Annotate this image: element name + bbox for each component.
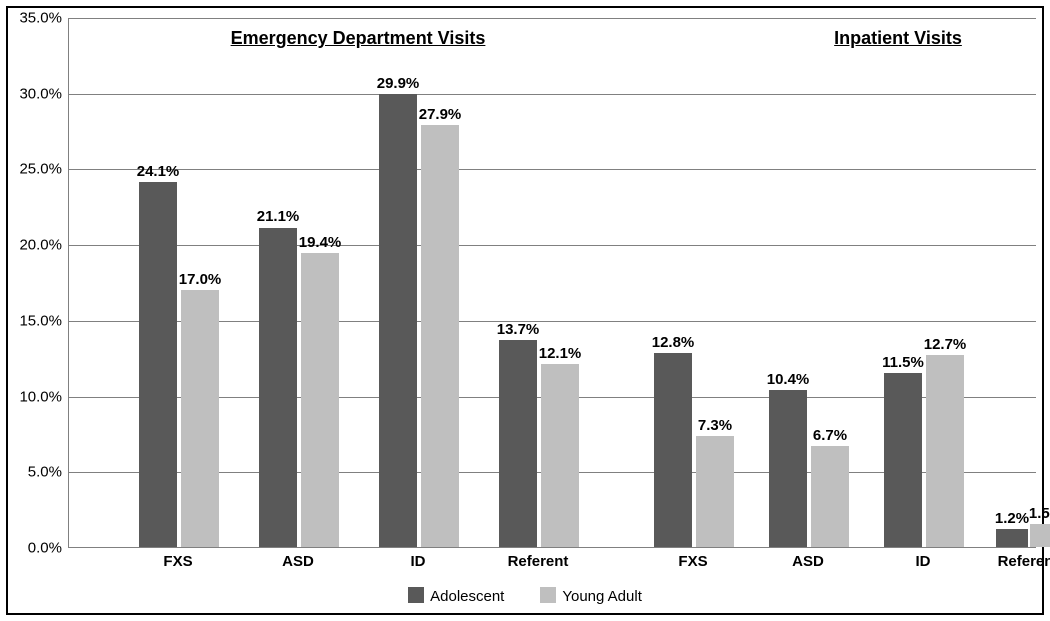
- section-title: Inpatient Visits: [834, 28, 962, 49]
- legend-item: Adolescent: [408, 587, 504, 605]
- y-tick-label: 10.0%: [7, 388, 62, 405]
- bar-adolescent: [884, 373, 922, 547]
- bar-young-adult: [421, 125, 459, 547]
- bar-young-adult: [811, 446, 849, 547]
- gridline: [69, 18, 1036, 19]
- bar-value-label: 13.7%: [497, 321, 540, 338]
- bar-value-label: 21.1%: [257, 208, 300, 225]
- y-tick-label: 0.0%: [7, 540, 62, 557]
- bar-value-label: 7.3%: [698, 417, 732, 434]
- legend-label: Adolescent: [430, 588, 504, 605]
- legend: Adolescent Young Adult: [8, 587, 1042, 605]
- bar-value-label: 12.8%: [652, 334, 695, 351]
- bar-value-label: 11.5%: [882, 354, 924, 371]
- bar-value-label: 19.4%: [299, 234, 342, 251]
- x-category-label: ASD: [792, 553, 824, 570]
- bar-adolescent: [499, 340, 537, 547]
- bar-young-adult: [181, 290, 219, 547]
- x-category-label: ID: [916, 553, 931, 570]
- gridline: [69, 94, 1036, 95]
- gridline: [69, 245, 1036, 246]
- gridline: [69, 169, 1036, 170]
- bar-value-label: 10.4%: [767, 371, 810, 388]
- x-category-label: ID: [411, 553, 426, 570]
- y-tick-label: 15.0%: [7, 312, 62, 329]
- bar-value-label: 17.0%: [179, 271, 222, 288]
- y-tick-label: 30.0%: [7, 85, 62, 102]
- bar-value-label: 12.1%: [539, 345, 582, 362]
- x-category-label: FXS: [678, 553, 707, 570]
- bar-adolescent: [259, 228, 297, 548]
- bar-young-adult: [696, 436, 734, 547]
- bar-adolescent: [769, 390, 807, 547]
- bar-value-label: 12.7%: [924, 336, 967, 353]
- bar-value-label: 24.1%: [137, 163, 180, 180]
- x-category-label: FXS: [163, 553, 192, 570]
- bar-young-adult: [1030, 524, 1050, 547]
- bar-value-label: 6.7%: [813, 427, 847, 444]
- bar-value-label: 27.9%: [419, 106, 462, 123]
- plot-area: 24.1% 17.0% 21.1% 19.4% 29.9% 27.9% 13.7% 12.1%…: [68, 18, 1036, 548]
- bar-value-label: 1.2%: [995, 510, 1029, 527]
- bar-value-label: 1.5%: [1029, 505, 1050, 522]
- bar-adolescent: [139, 182, 177, 547]
- x-category-label: ASD: [282, 553, 314, 570]
- chart-frame: 24.1% 17.0% 21.1% 19.4% 29.9% 27.9% 13.7% 12.1%…: [6, 6, 1044, 615]
- legend-swatch: [408, 587, 424, 603]
- bar-young-adult: [301, 253, 339, 547]
- x-category-label: Referent: [508, 553, 569, 570]
- y-tick-label: 35.0%: [7, 10, 62, 27]
- legend-label: Young Adult: [562, 588, 642, 605]
- bar-young-adult: [541, 364, 579, 547]
- y-tick-label: 5.0%: [7, 464, 62, 481]
- bar-young-adult: [926, 355, 964, 547]
- bar-adolescent: [996, 529, 1028, 547]
- bar-value-label: 29.9%: [377, 75, 420, 92]
- y-tick-label: 20.0%: [7, 237, 62, 254]
- bar-adolescent: [379, 94, 417, 547]
- legend-swatch: [540, 587, 556, 603]
- legend-item: Young Adult: [540, 587, 642, 605]
- y-tick-label: 25.0%: [7, 161, 62, 178]
- bar-adolescent: [654, 353, 692, 547]
- x-category-label: Referent: [998, 553, 1050, 570]
- section-title: Emergency Department Visits: [231, 28, 486, 49]
